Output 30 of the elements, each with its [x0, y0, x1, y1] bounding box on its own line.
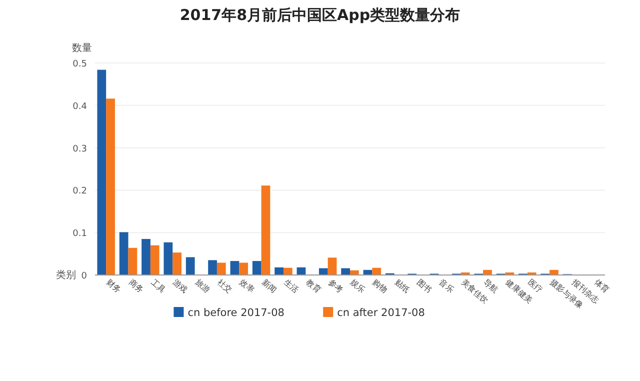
x-tick-label: 购物 [370, 278, 389, 295]
x-tick-label: 医疗 [526, 278, 544, 295]
y-tick-label: 0.2 [72, 186, 87, 197]
x-tick-label: 体育 [592, 278, 611, 295]
x-tick-label: 参考 [326, 278, 345, 295]
legend-label: cn before 2017-08 [188, 307, 284, 319]
x-tick-label: 财务 [104, 278, 123, 295]
x-tick-label: 游戏 [171, 278, 190, 295]
y-tick-label: 0 [81, 272, 88, 282]
x-tick-label: 导航 [482, 278, 500, 295]
x-tick-label: 生活 [282, 278, 300, 295]
x-tick-label: 旅游 [193, 278, 212, 295]
y-tick-label: 0.1 [72, 229, 87, 240]
y-tick-label: 0.4 [72, 102, 88, 112]
chart-title: 2017年8月前后中国区App类型数量分布 [180, 6, 460, 24]
x-tick-label: 教育 [304, 278, 322, 295]
x-tick-label: 娱乐 [348, 278, 367, 295]
x-tick-label: 效率 [238, 278, 256, 295]
x-tick-label: 新闻 [260, 278, 278, 295]
x-tick-label: 商务 [126, 278, 146, 295]
x-tick-label: 图书 [415, 278, 434, 295]
x-tick-label: 工具 [149, 278, 168, 295]
x-tick-label: 社交 [216, 278, 234, 295]
y-axis-title: 数量 [72, 43, 92, 54]
y-tick-label: 0.3 [72, 144, 87, 154]
legend-label: cn after 2017-08 [337, 307, 425, 319]
y-tick-label: 0.5 [72, 60, 87, 70]
x-tick-label: 贴纸 [393, 278, 412, 295]
x-tick-label: 音乐 [437, 278, 456, 295]
x-axis-title: 类别 [56, 269, 76, 281]
